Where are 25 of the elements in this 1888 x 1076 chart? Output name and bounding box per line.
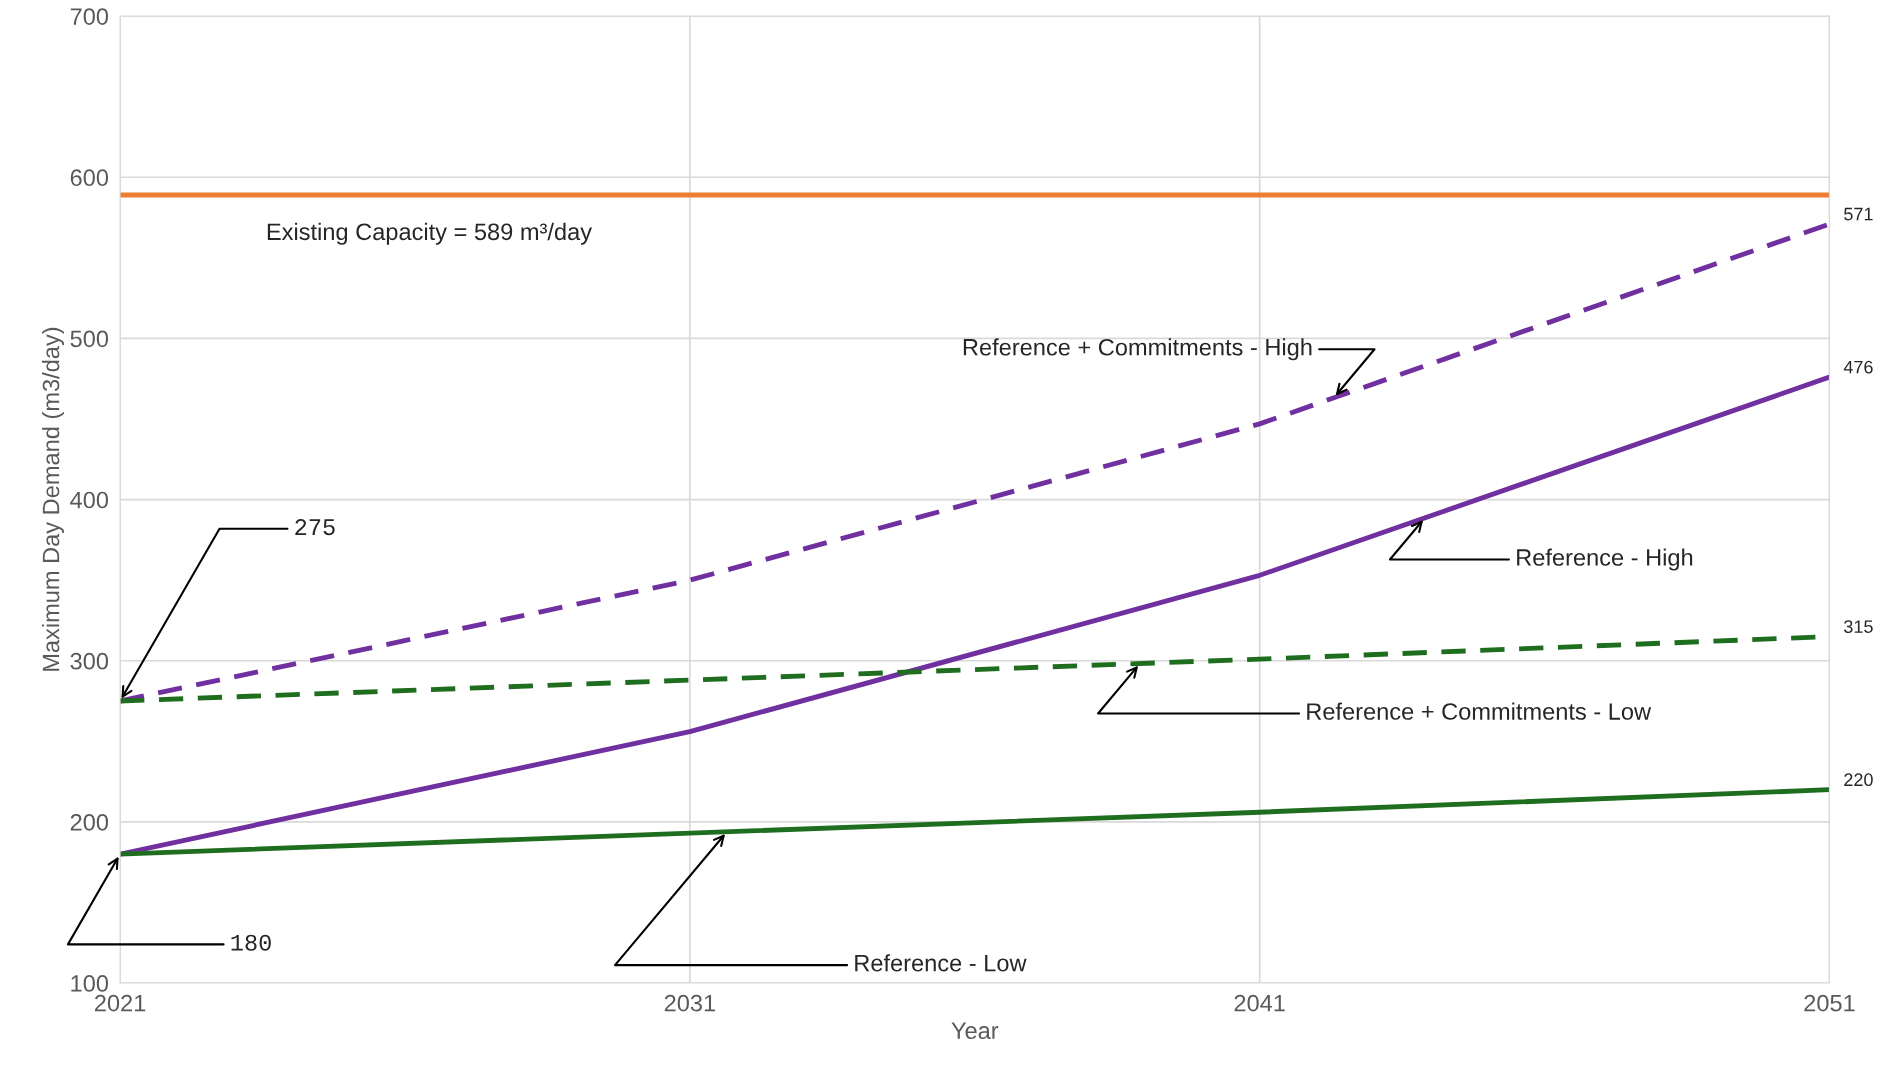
ref-line-label: Existing Capacity = 589 m³/day bbox=[267, 222, 592, 245]
y-tick-label: 400 bbox=[70, 491, 109, 509]
y-tick-label: 100 bbox=[71, 975, 109, 992]
text: Reference - High bbox=[1517, 548, 1693, 571]
annotation: 180 bbox=[231, 934, 271, 951]
x-axis-title: Year bbox=[951, 1022, 999, 1040]
y-tick-label: 200 bbox=[70, 813, 109, 831]
data-label: 571 bbox=[1844, 207, 1873, 221]
series-label: Reference + Commitments - Low bbox=[1307, 702, 1652, 720]
y-tick-label: 600 bbox=[70, 169, 109, 187]
x-tick-label: 2041 bbox=[1234, 994, 1285, 1012]
data-label: 220 bbox=[1844, 773, 1873, 787]
text: Reference - Low bbox=[855, 954, 1027, 972]
annotation: 275 bbox=[295, 519, 335, 536]
y-tick-label: 700 bbox=[70, 8, 109, 25]
x-tick-label: 2031 bbox=[664, 994, 715, 1012]
y-tick-label: 500 bbox=[70, 330, 109, 348]
data-label: 315 bbox=[1844, 620, 1873, 633]
line-series bbox=[120, 787, 1830, 857]
y-tick-label: 300 bbox=[70, 652, 109, 670]
y-axis-title: Maximum Day Demand (m3/day) bbox=[42, 327, 65, 671]
x-tick-label: 2051 bbox=[1804, 994, 1855, 1012]
x-tick-label: 2021 bbox=[95, 994, 146, 1012]
data-label: 476 bbox=[1843, 360, 1873, 374]
series-label: Reference + Commitments - High bbox=[963, 338, 1312, 361]
